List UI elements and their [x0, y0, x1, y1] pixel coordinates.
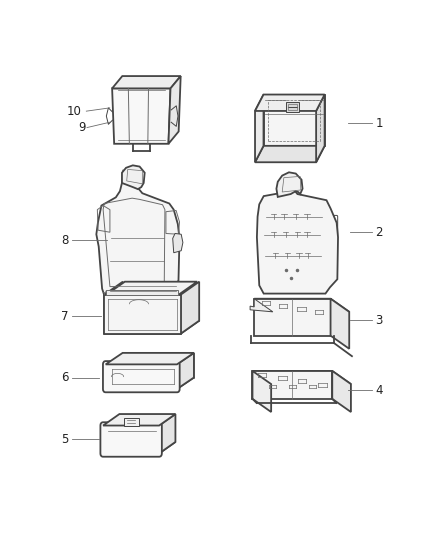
FancyBboxPatch shape: [100, 422, 162, 457]
Text: 3: 3: [375, 314, 383, 327]
Polygon shape: [252, 371, 351, 384]
Polygon shape: [103, 414, 176, 425]
Polygon shape: [103, 442, 176, 454]
Polygon shape: [254, 298, 331, 336]
Polygon shape: [252, 371, 332, 399]
Polygon shape: [104, 321, 199, 334]
Text: 5: 5: [61, 433, 68, 446]
Polygon shape: [276, 172, 303, 197]
Text: 1: 1: [375, 117, 383, 130]
Polygon shape: [252, 371, 271, 412]
Polygon shape: [286, 102, 299, 112]
Polygon shape: [173, 233, 183, 253]
Polygon shape: [250, 298, 273, 312]
Polygon shape: [104, 281, 123, 334]
Polygon shape: [255, 94, 264, 162]
Polygon shape: [177, 353, 194, 389]
Text: 10: 10: [66, 104, 81, 118]
Text: 2: 2: [375, 226, 383, 239]
Polygon shape: [124, 418, 138, 425]
Text: 6: 6: [61, 372, 68, 384]
Polygon shape: [112, 76, 181, 88]
Polygon shape: [254, 298, 349, 312]
FancyBboxPatch shape: [103, 361, 180, 392]
Polygon shape: [123, 353, 194, 377]
Polygon shape: [123, 281, 199, 321]
Text: 4: 4: [375, 384, 383, 397]
Polygon shape: [257, 191, 338, 294]
Polygon shape: [169, 76, 181, 144]
Text: 7: 7: [61, 310, 68, 323]
Polygon shape: [264, 94, 325, 146]
Polygon shape: [112, 88, 170, 144]
Polygon shape: [331, 298, 349, 349]
Polygon shape: [106, 281, 197, 295]
Polygon shape: [122, 165, 145, 189]
Polygon shape: [316, 94, 325, 162]
Polygon shape: [255, 94, 325, 111]
Polygon shape: [104, 295, 180, 334]
Polygon shape: [120, 414, 176, 442]
Polygon shape: [106, 377, 194, 389]
Polygon shape: [96, 171, 180, 297]
Polygon shape: [106, 353, 194, 365]
Polygon shape: [255, 146, 325, 162]
Text: 8: 8: [61, 234, 68, 247]
Polygon shape: [332, 371, 351, 412]
Polygon shape: [159, 414, 176, 454]
Text: 9: 9: [78, 121, 85, 134]
Polygon shape: [180, 281, 199, 334]
Polygon shape: [106, 290, 178, 295]
